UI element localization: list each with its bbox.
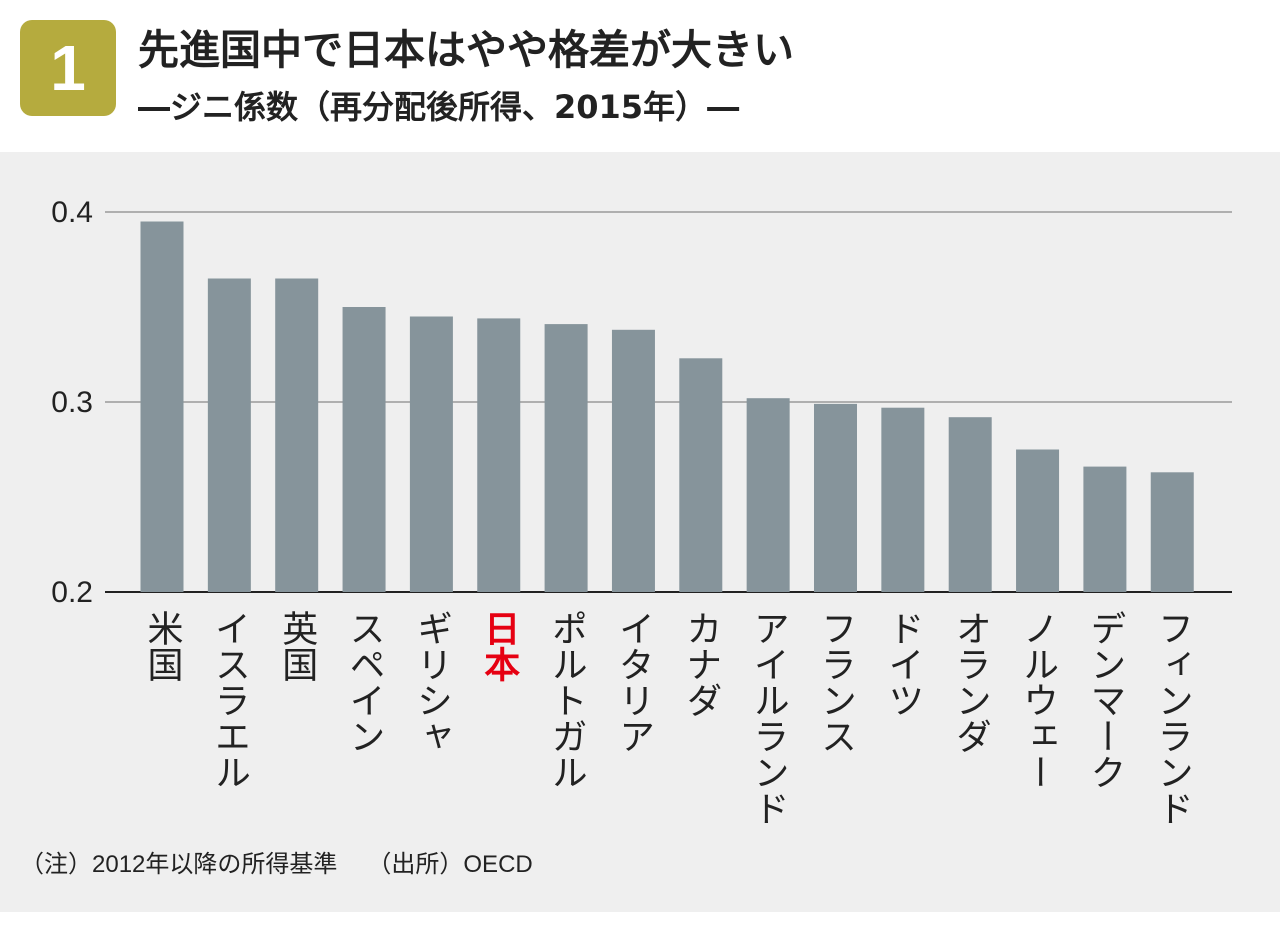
x-category-label: デンマーク bbox=[1084, 610, 1125, 790]
bar bbox=[948, 417, 992, 592]
note-text: （注）2012年以降の所得基準 bbox=[20, 851, 338, 878]
x-category-label: ポルトガル bbox=[546, 610, 587, 790]
bar bbox=[881, 407, 925, 592]
x-category-label: イタリア bbox=[613, 610, 654, 754]
bar bbox=[746, 398, 790, 592]
y-tick-label: 0.2 bbox=[51, 576, 93, 609]
x-category-label: スペイン bbox=[344, 610, 385, 754]
y-tick-label: 0.3 bbox=[51, 386, 93, 419]
bar-chart: 0.2 0.3 0.4 米国 イスラエル 英国 スペイン ギリシャ 日本 ポルトガル イタリア カナダ… bbox=[51, 196, 1232, 826]
chart-number-badge: 1 bbox=[20, 20, 116, 116]
x-category-label: 英国 bbox=[276, 610, 317, 682]
x-category-label: 米国 bbox=[142, 610, 183, 682]
y-tick-label: 0.4 bbox=[51, 196, 93, 229]
bar bbox=[1016, 449, 1060, 592]
x-category-label: フィンランド bbox=[1152, 610, 1193, 826]
x-category-label: ノルウェー bbox=[1017, 610, 1058, 790]
x-category-label: カナダ bbox=[680, 610, 721, 718]
bar bbox=[477, 318, 521, 592]
chart-panel: 0.2 0.3 0.4 米国 イスラエル 英国 スペイン ギリシャ 日本 ポルトガル イタリア カナダ… bbox=[0, 152, 1280, 912]
bar bbox=[544, 324, 588, 592]
bar bbox=[140, 221, 184, 592]
x-category-label: アイルランド bbox=[748, 610, 789, 826]
x-category-label: フランス bbox=[815, 610, 856, 754]
bar bbox=[275, 278, 319, 592]
bar bbox=[814, 403, 857, 592]
bar bbox=[679, 358, 723, 592]
bar bbox=[1150, 472, 1194, 592]
source-text: （出所）OECD bbox=[367, 851, 533, 878]
x-category-label: 日本 bbox=[478, 610, 520, 682]
bar bbox=[409, 316, 453, 592]
chart-title: 先進国中で日本はやや格差が大きい bbox=[138, 26, 794, 74]
chart-footnote: （注）2012年以降の所得基準 （出所）OECD bbox=[20, 844, 533, 879]
bar bbox=[611, 329, 655, 592]
x-category-label: オランダ bbox=[950, 610, 991, 754]
bar bbox=[207, 278, 251, 592]
bar bbox=[1083, 466, 1127, 592]
bar bbox=[342, 307, 386, 592]
x-category-label: イスラエル bbox=[209, 610, 250, 790]
x-category-label: ドイツ bbox=[882, 610, 923, 718]
x-category-label: ギリシャ bbox=[411, 610, 452, 754]
chart-subtitle: ―ジニ係数（再分配後所得、2015年）― bbox=[138, 88, 740, 126]
